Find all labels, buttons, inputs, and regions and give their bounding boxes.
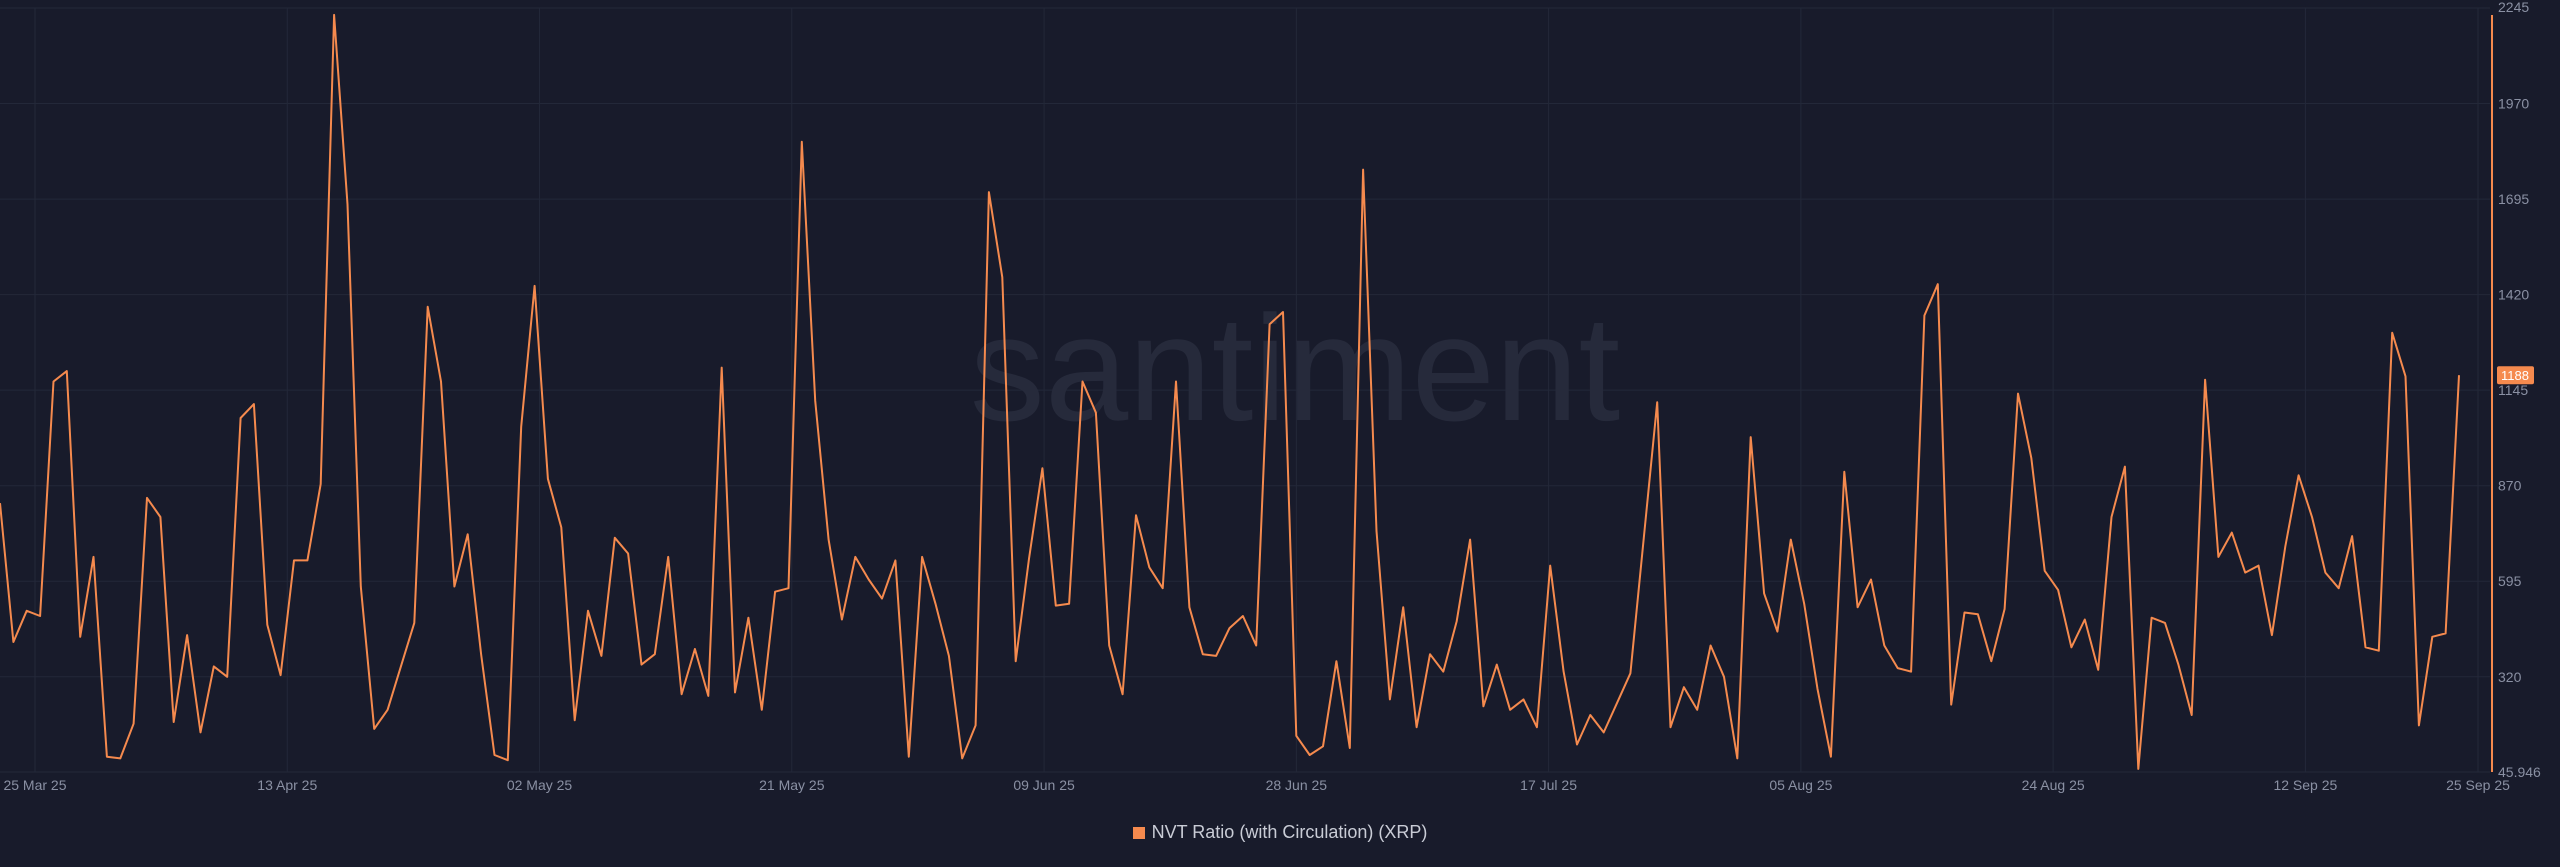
x-tick-label: 09 Jun 25 [1013,777,1075,793]
x-tick-label: 25 Sep 25 [2446,777,2510,793]
x-tick-label: 12 Sep 25 [2273,777,2337,793]
x-tick-label: 17 Jul 25 [1520,777,1577,793]
legend[interactable]: NVT Ratio (with Circulation) (XRP) [0,822,2560,843]
y-tick-label: 870 [2498,478,2522,494]
legend-label: NVT Ratio (with Circulation) (XRP) [1151,822,1428,842]
x-tick-label: 02 May 25 [507,777,573,793]
x-axis: 25 Mar 25 13 Apr 25 02 May 25 21 May 25 09 J… [3,777,2510,793]
grid [0,7,2490,773]
badge-background [2497,366,2534,385]
watermark-logo: santiment [970,284,1620,452]
y-tick-label: 45.946 [2498,764,2541,780]
legend-swatch [1132,827,1145,839]
badge-value: 1188 [2501,368,2529,383]
y-tick-label: 595 [2498,573,2522,589]
y-tick-label: 2245 [2498,0,2529,15]
x-tick-label: 13 Apr 25 [257,777,317,793]
x-tick-label: 21 May 25 [759,777,825,793]
series-line [0,13,2460,770]
series-layer [0,13,2460,770]
x-tick-label: 25 Mar 25 [3,777,66,793]
y-tick-label: 1970 [2498,96,2529,112]
y-tick-label: 1420 [2498,287,2529,303]
x-tick-label: 05 Aug 25 [1769,777,1832,793]
x-tick-label: 28 Jun 25 [1266,777,1328,793]
x-tick-label: 24 Aug 25 [2022,777,2085,793]
y-axis: 45.946 320 595 870 1145 1420 1695 1970 2245 [2491,0,2541,780]
y-tick-label: 320 [2498,669,2522,685]
y-tick-label: 1145 [2498,382,2528,398]
last-value-badge: 1188 [2497,366,2534,385]
y-tick-label: 1695 [2498,191,2529,207]
